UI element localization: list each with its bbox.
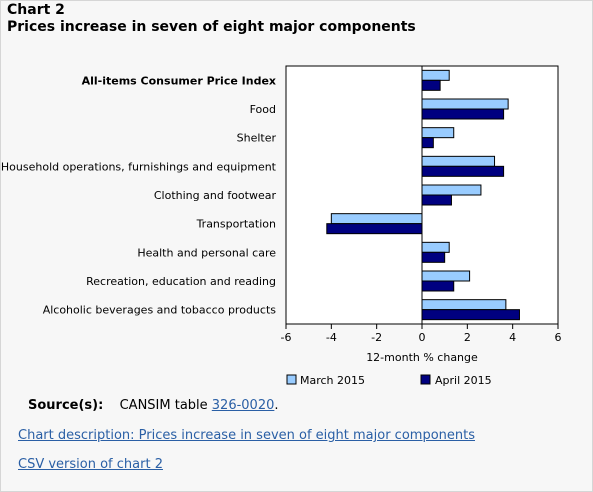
source-end: . [274,398,279,413]
x-axis-label: 12-month % change [366,351,478,364]
chart-number: Chart 2 [7,2,65,18]
legend-swatch-april [420,374,431,385]
legend-label-april: April 2015 [435,374,492,387]
bar-april-2015 [421,137,434,149]
x-tick-label: 6 [555,331,562,344]
bar-march-2015 [421,69,450,81]
source-text: CANSIM table [119,398,212,413]
bar-april-2015 [326,223,423,235]
category-labels: All-items Consumer Price Index Food Shelte… [1,74,277,316]
source-label: Source(s): [28,398,104,413]
category-label: All-items Consumer Price Index [82,74,276,87]
chart-heading: Chart 2 Prices increase in seven of eigh… [7,2,416,36]
bar-march-2015 [421,184,482,196]
category-label: Transportation [196,218,276,231]
bar-chart: All-items Consumer Price Index Food Shelte… [1,65,562,387]
category-label: Health and personal care [137,246,276,259]
bars [326,69,520,321]
category-label: Recreation, education and reading [86,275,276,288]
bar-march-2015 [421,270,471,282]
bar-march-2015 [330,213,423,225]
category-label: Food [250,103,276,116]
x-tick-label: 0 [419,331,426,344]
legend-swatch-march [286,374,297,385]
x-tick-label: -2 [371,331,382,344]
x-tick-label: -6 [281,331,292,344]
x-tick-label: 4 [509,331,516,344]
bar-march-2015 [421,299,507,311]
bar-march-2015 [421,98,509,110]
x-axis: -6 -4 -2 0 2 4 6 [281,324,562,344]
bar-april-2015 [421,108,505,120]
bar-march-2015 [421,127,455,139]
legend: March 2015 April 2015 [286,374,492,387]
bar-march-2015 [421,241,450,253]
category-label: Alcoholic beverages and tobacco products [43,304,277,317]
x-tick-label: -4 [326,331,337,344]
source-note: Source(s): CANSIM table 326-0020. [28,398,279,413]
category-label: Shelter [237,132,277,145]
bar-march-2015 [421,155,496,167]
bar-april-2015 [421,280,455,292]
cansim-table-link[interactable]: 326-0020 [211,398,275,413]
bar-april-2015 [421,79,441,91]
category-label: Clothing and footwear [154,189,277,202]
chart-description-link[interactable]: Chart description: Prices increase in se… [18,428,475,443]
bar-april-2015 [421,194,452,206]
bar-april-2015 [421,251,446,263]
csv-version-link[interactable]: CSV version of chart 2 [18,457,163,472]
bar-april-2015 [421,165,505,177]
bar-april-2015 [421,309,520,321]
legend-label-march: March 2015 [300,374,365,387]
category-label: Household operations, furnishings and eq… [1,160,277,173]
chart-title: Prices increase in seven of eight major … [7,19,416,35]
x-tick-label: 2 [464,331,471,344]
